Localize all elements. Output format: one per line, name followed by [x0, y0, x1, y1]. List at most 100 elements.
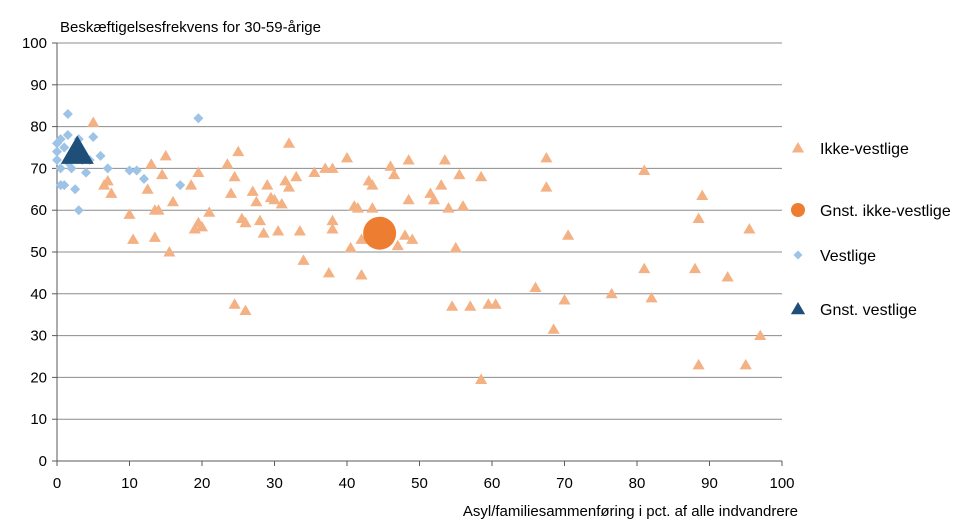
point-s2-0 — [52, 155, 62, 166]
tick-labels: 0 10 20 30 40 50 60 70 80 90 100 0 10 20 30 40 50 60 70 80 9… — [22, 35, 795, 492]
point-s0-64 — [398, 229, 412, 240]
point-s0-6 — [141, 183, 154, 194]
point-s2-3 — [55, 134, 66, 145]
point-s0-47 — [326, 162, 339, 173]
point-s0-61 — [402, 154, 415, 165]
point-s2-1 — [52, 146, 62, 157]
point-s0-92 — [696, 189, 709, 201]
point-s0-51 — [351, 202, 364, 213]
point-s0-66 — [427, 193, 441, 205]
point-s0-33 — [268, 193, 281, 205]
legend-label-0: Ikke-vestlige — [820, 141, 909, 158]
point-s0-52 — [355, 269, 368, 280]
y-tick-label-20: 20 — [30, 369, 47, 386]
y-tick-label-80: 80 — [30, 119, 47, 136]
point-s2-22 — [95, 150, 106, 161]
point-s0-2 — [101, 175, 114, 186]
point-s0-15 — [185, 179, 198, 190]
point-s0-18 — [192, 166, 205, 178]
point-s0-73 — [456, 200, 470, 211]
point-s0-60 — [391, 239, 404, 251]
point-s0-48 — [340, 152, 354, 163]
point-s0-91 — [692, 358, 705, 370]
point-s0-76 — [475, 373, 488, 384]
point-s0-94 — [739, 358, 752, 370]
point-s0-31 — [261, 179, 274, 190]
point-s0-23 — [228, 170, 241, 182]
point-s0-98 — [239, 304, 252, 315]
point-s2-24 — [124, 165, 135, 176]
point-s2-26 — [139, 173, 149, 184]
point-s0-75 — [475, 170, 488, 182]
point-s0-89 — [688, 262, 702, 274]
point-s0-26 — [239, 216, 252, 228]
point-s0-59 — [388, 168, 401, 180]
y-tick-label-100: 100 — [22, 35, 47, 52]
point-s0-34 — [272, 225, 285, 236]
point-s0-29 — [253, 214, 267, 226]
x-tick-label-20: 20 — [194, 475, 211, 492]
point-s0-74 — [464, 300, 477, 311]
axes — [52, 42, 783, 466]
x-tick-label-40: 40 — [339, 475, 356, 492]
x-tick-label-10: 10 — [121, 475, 138, 492]
point-s2-16 — [73, 205, 84, 216]
point-s2-4 — [55, 163, 66, 174]
point-s0-67 — [435, 179, 448, 190]
point-s0-28 — [250, 195, 263, 207]
point-s0-42 — [308, 166, 321, 178]
x-tick-label-80: 80 — [629, 475, 646, 492]
point-s0-46 — [326, 223, 339, 234]
legend-label-1: Gnst. ikke-vestlige — [820, 203, 951, 220]
y-tick-label-30: 30 — [30, 328, 47, 345]
point-s0-85 — [605, 287, 618, 299]
point-s0-12 — [159, 149, 172, 161]
x-tick-label-30: 30 — [266, 475, 283, 492]
point-s0-84 — [562, 229, 575, 240]
legend-label-2: Vestlige — [820, 248, 876, 265]
point-s0-13 — [163, 246, 176, 257]
point-s2-25 — [131, 165, 142, 176]
point-s0-22 — [224, 187, 238, 198]
gridlines — [57, 42, 782, 420]
point-s0-44 — [322, 266, 335, 278]
point-s0-69 — [442, 202, 455, 213]
point-s0-68 — [438, 154, 451, 165]
point-s2-23 — [102, 163, 113, 174]
point-s0-14 — [166, 195, 180, 207]
point-s0-53 — [355, 233, 368, 244]
point-s0-24 — [232, 145, 245, 157]
point-s2-13 — [66, 163, 77, 174]
point-s0-78 — [489, 298, 502, 309]
point-s0-80 — [540, 181, 553, 192]
y-tick-label-0: 0 — [39, 453, 47, 470]
point-s0-87 — [638, 262, 651, 274]
legend-marker-2 — [793, 250, 803, 260]
point-s2-9 — [62, 109, 73, 120]
point-s2-14 — [70, 184, 81, 195]
point-s0-71 — [453, 168, 466, 180]
point-s2-8 — [62, 129, 73, 140]
point-s0-93 — [721, 271, 734, 282]
legend-label-3: Gnst. vestlige — [820, 302, 917, 319]
point-s0-57 — [366, 202, 379, 213]
point-s0-27 — [246, 185, 259, 196]
point-s0-95 — [743, 223, 756, 234]
x-tick-label-60: 60 — [484, 475, 501, 492]
point-s2-27 — [175, 180, 186, 191]
point-s3-0 — [60, 135, 94, 164]
legend-marker-0 — [791, 142, 805, 153]
point-s0-58 — [384, 160, 397, 171]
point-s0-30 — [257, 227, 270, 238]
point-s0-5 — [127, 233, 140, 244]
point-s0-0 — [87, 116, 100, 127]
point-s0-7 — [145, 158, 158, 169]
x-tick-label-50: 50 — [411, 475, 428, 492]
point-s0-11 — [156, 168, 169, 180]
point-s2-21 — [88, 132, 99, 143]
point-s2-19 — [81, 167, 91, 178]
point-s0-62 — [402, 193, 415, 205]
point-s0-38 — [282, 181, 296, 192]
point-s0-72 — [446, 300, 459, 311]
